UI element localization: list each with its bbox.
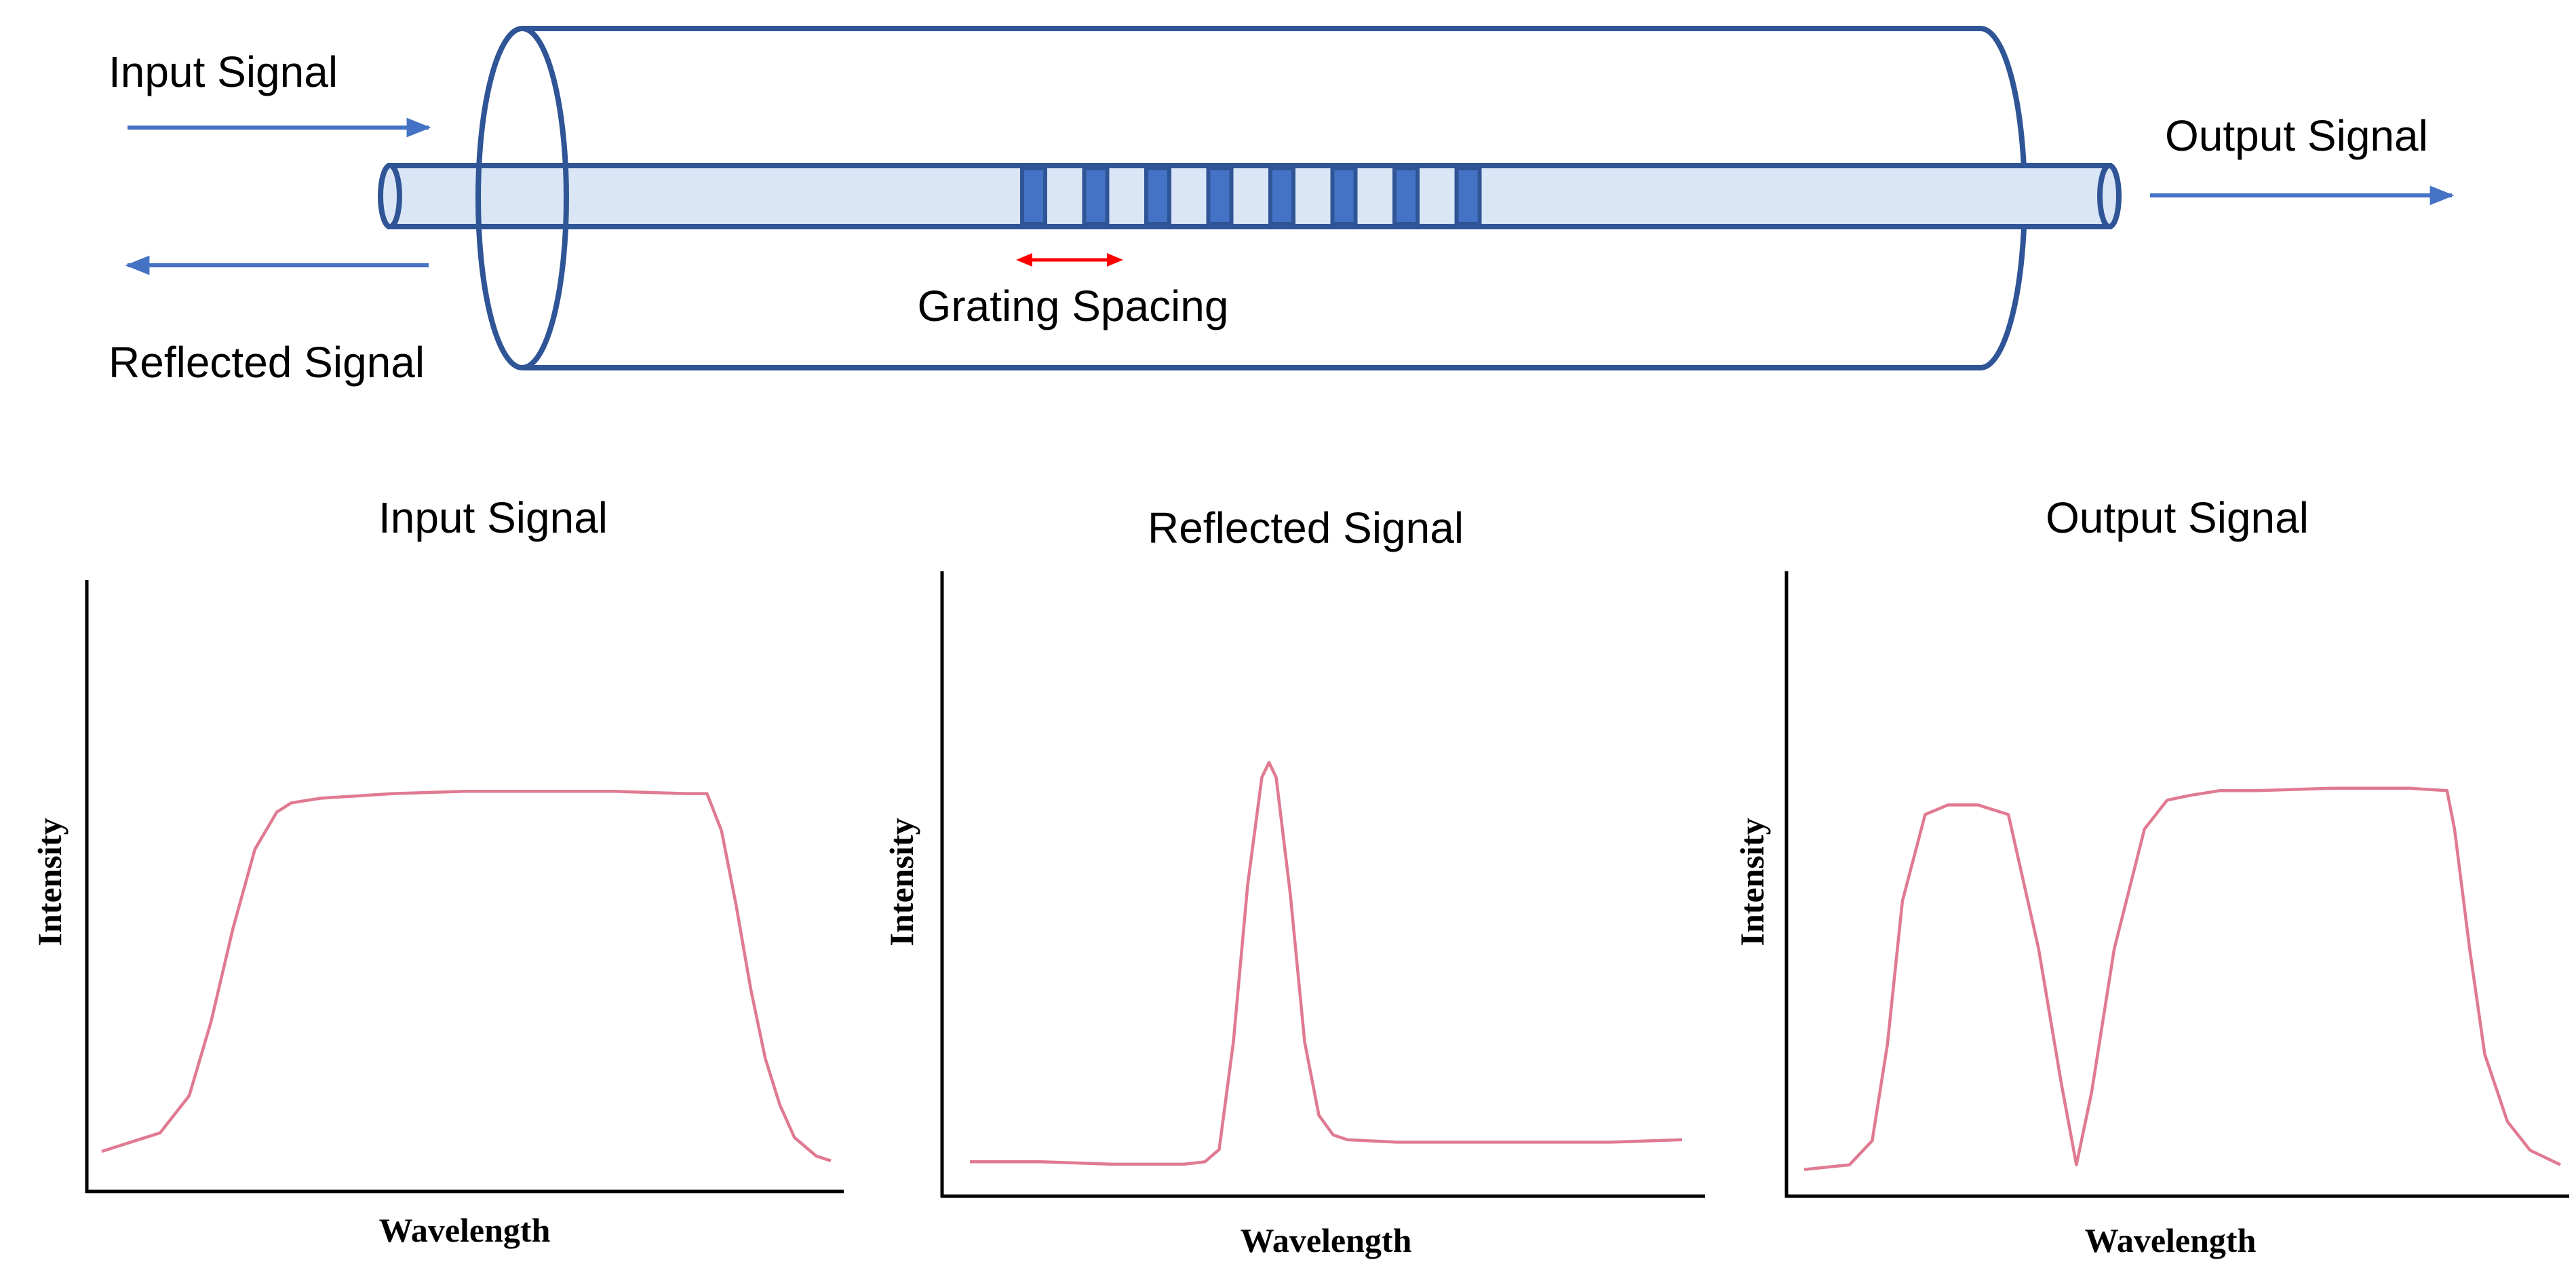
input-chart-xlabel: Wavelength [379,1211,551,1249]
grating-spacing-indicator [1016,253,1123,267]
output-signal-label: Output Signal [2165,111,2428,160]
output-chart-xlabel: Wavelength [2085,1221,2257,1259]
grating-spacing-label: Grating Spacing [918,282,1229,330]
reflected-chart: Reflected Signal Intensity Wavelength [882,503,1705,1259]
output-chart-ylabel: Intensity [1733,818,1771,947]
grating-band [1082,166,1110,226]
output-chart-curve [1803,786,2561,1171]
grating-band [1144,166,1171,226]
output-chart-title: Output Signal [2046,493,2309,542]
grating-band [1020,166,1047,226]
fiber-core [387,163,2112,229]
grating-band [1392,166,1420,226]
grating-band [1454,166,1482,226]
reflected-chart-ylabel: Intensity [882,818,920,947]
core-output-end [2097,163,2122,229]
input-chart: Input Signal Intensity Wavelength [31,493,844,1249]
grating-band [1206,166,1234,226]
fiber-schematic: Input Signal Reflected Signal Output Sig… [109,26,2455,387]
bragg-grating [1020,166,1482,226]
cladding-front-face [475,26,569,370]
reflected-chart-xlabel: Wavelength [1241,1221,1412,1259]
grating-band [1330,166,1358,226]
grating-band [1268,166,1295,226]
input-chart-ylabel: Intensity [31,818,69,947]
output-chart: Output Signal Intensity Wavelength [1733,493,2569,1259]
core-input-end [378,163,402,229]
input-signal-label: Input Signal [109,47,338,96]
reflected-signal-label: Reflected Signal [109,338,425,387]
reflected-chart-title: Reflected Signal [1148,503,1464,552]
input-chart-title: Input Signal [378,493,608,542]
input-chart-curve [101,789,832,1162]
reflected-chart-curve [970,761,1683,1166]
